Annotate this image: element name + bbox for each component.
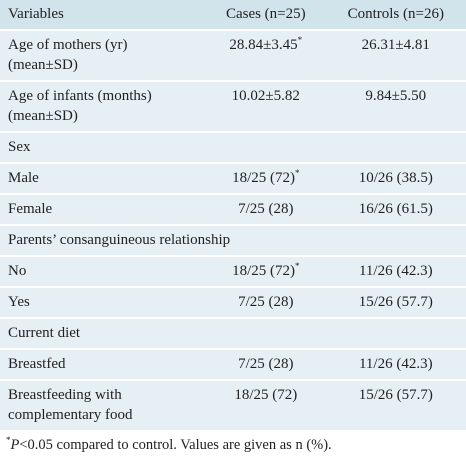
section-row: Sex	[0, 132, 466, 163]
section-cell: Parents’ consanguineous relationship	[8, 232, 231, 248]
controls-value: 26.31±4.81	[361, 37, 430, 53]
cases-value: 18/25 (72)	[232, 170, 295, 186]
section-row: Parents’ consanguineous relationship	[0, 225, 466, 256]
label-cell: Female	[8, 201, 53, 217]
header-cell: Cases (n=25)	[225, 6, 306, 22]
data-row: No 18/25 (72)* 11/26 (42.3)	[0, 256, 466, 287]
cases-value: 7/25 (28)	[238, 356, 294, 372]
controls-cell: 16/26 (61.5)	[326, 194, 466, 225]
cases-value: 18/25 (72)	[232, 263, 295, 279]
cases-cell: 10.02±5.82	[206, 81, 326, 132]
note-marker: *	[295, 261, 300, 271]
cases-value: 7/25 (28)	[238, 294, 294, 310]
label-cell: Breastfeeding with complementary food	[8, 387, 133, 423]
cases-cell: 7/25 (28)	[206, 287, 326, 318]
label-cell: Age of infants (months) (mean±SD)	[8, 88, 152, 124]
cases-value: 18/25 (72)	[234, 387, 298, 403]
section-cell: Current diet	[8, 325, 81, 341]
header-row: Variables Cases (n=25) Controls (n=26)	[0, 0, 466, 30]
label-cell: No	[8, 263, 27, 279]
footnote-text: <0.05 compared to control. Values are gi…	[19, 437, 332, 453]
controls-value: 11/26 (42.3)	[358, 356, 433, 372]
footnote-marker: *	[6, 435, 11, 446]
cases-cell: 7/25 (28)	[206, 349, 326, 380]
section-cell: Sex	[8, 139, 31, 155]
cases-value: 28.84±3.45	[229, 37, 298, 53]
label-cell: Male	[8, 170, 39, 186]
cases-cell: 18/25 (72)*	[206, 163, 326, 194]
controls-cell: 26.31±4.81	[326, 30, 466, 81]
controls-cell: 9.84±5.50	[326, 81, 466, 132]
data-row: Female 7/25 (28) 16/26 (61.5)	[0, 194, 466, 225]
data-row: Age of infants (months) (mean±SD) 10.02±5…	[0, 81, 466, 132]
cases-cell: 18/25 (72)*	[206, 256, 326, 287]
label-cell: Age of mothers (yr) (mean±SD)	[8, 37, 128, 73]
data-row: Age of mothers (yr) (mean±SD) 28.84±3.45*…	[0, 30, 466, 81]
table-body: Age of mothers (yr) (mean±SD) 28.84±3.45*…	[0, 30, 466, 431]
cases-cell: 18/25 (72)	[206, 380, 326, 431]
controls-cell: 10/26 (38.5)	[326, 163, 466, 194]
header-cell: Variables	[8, 6, 64, 22]
footnote: *P<0.05 compared to control. Values are …	[0, 432, 466, 458]
controls-value: 10/26 (38.5)	[358, 170, 433, 186]
controls-cell: 15/26 (57.7)	[326, 380, 466, 431]
controls-value: 16/26 (61.5)	[358, 201, 433, 217]
controls-cell: 15/26 (57.7)	[326, 287, 466, 318]
footnote-italic: P	[10, 437, 20, 453]
data-row: Yes 7/25 (28) 15/26 (57.7)	[0, 287, 466, 318]
controls-value: 9.84±5.50	[365, 88, 427, 104]
controls-cell: 11/26 (42.3)	[326, 349, 466, 380]
controls-cell: 11/26 (42.3)	[326, 256, 466, 287]
data-table: Variables Cases (n=25) Controls (n=26) A…	[0, 0, 466, 432]
data-row: Male 18/25 (72)* 10/26 (38.5)	[0, 163, 466, 194]
cases-value: 7/25 (28)	[238, 201, 294, 217]
label-cell: Breastfed	[8, 356, 66, 372]
section-row: Current diet	[0, 318, 466, 349]
cases-value: 10.02±5.82	[231, 88, 300, 104]
note-marker: *	[295, 168, 300, 178]
cases-cell: 28.84±3.45*	[206, 30, 326, 81]
controls-value: 15/26 (57.7)	[358, 294, 433, 310]
note-marker: *	[297, 35, 303, 45]
cases-cell: 7/25 (28)	[206, 194, 326, 225]
header-cell: Controls (n=26)	[347, 6, 444, 22]
label-cell: Yes	[8, 294, 30, 310]
controls-value: 11/26 (42.3)	[358, 263, 433, 279]
data-row: Breastfed 7/25 (28) 11/26 (42.3)	[0, 349, 466, 380]
data-row: Breastfeeding with complementary food 18/…	[0, 380, 466, 431]
controls-value: 15/26 (57.7)	[358, 387, 433, 403]
